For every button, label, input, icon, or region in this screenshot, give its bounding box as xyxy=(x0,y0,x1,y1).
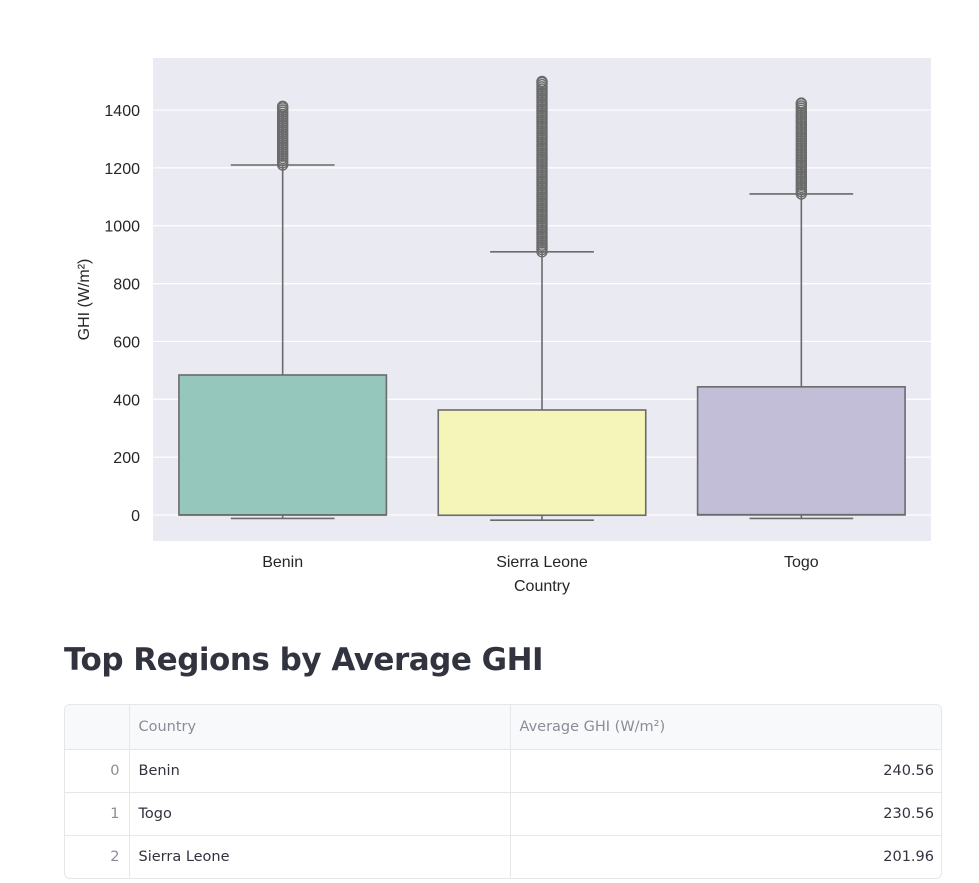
index-column-header[interactable] xyxy=(65,705,130,750)
country-cell[interactable]: Sierra Leone xyxy=(129,835,511,878)
y-axis-label: GHI (W/m²) xyxy=(76,259,93,341)
outliers xyxy=(276,100,289,171)
box-iqr xyxy=(178,374,388,516)
ghi-boxplot-chart: 0 200 400 600 800 1000 1200 1400 Benin Sierra Leo… xyxy=(76,58,931,595)
top-regions-table[interactable]: Country Average GHI (W/m²) 0 Benin 240.5… xyxy=(64,704,942,879)
x-tick-label: Benin xyxy=(262,554,303,571)
y-tick-label: 1400 xyxy=(104,103,140,120)
country-cell[interactable]: Benin xyxy=(129,749,511,793)
row-index[interactable]: 0 xyxy=(65,749,130,793)
outlier-point xyxy=(536,75,548,88)
x-axis-label: Country xyxy=(514,578,570,595)
table-header-row: Country Average GHI (W/m²) xyxy=(65,705,941,750)
outlier-point xyxy=(276,100,289,113)
table-row: 2 Sierra Leone 201.96 xyxy=(65,835,941,878)
row-index[interactable]: 2 xyxy=(65,835,130,878)
section-title: Top Regions by Average GHI xyxy=(64,642,544,678)
box-togo xyxy=(696,97,906,520)
country-column-header[interactable]: Country xyxy=(129,705,511,750)
y-tick-label: 0 xyxy=(131,508,140,525)
y-tick-label: 800 xyxy=(113,277,140,294)
y-tick-label: 200 xyxy=(113,450,140,467)
outliers xyxy=(795,97,808,200)
boxes-layer xyxy=(178,75,906,521)
y-tick-label: 1000 xyxy=(104,219,140,236)
box-iqr xyxy=(696,386,906,516)
boxplot-svg: 0 200 400 600 800 1000 1200 1400 Benin Sierra Leo… xyxy=(76,58,931,595)
tick-labels: 0 200 400 600 800 1000 1200 1400 Benin Sierra Leo… xyxy=(104,103,818,571)
country-cell[interactable]: Togo xyxy=(129,792,511,836)
outlier-point xyxy=(795,97,808,109)
table-row: 1 Togo 230.56 xyxy=(65,792,941,836)
outliers xyxy=(536,75,548,258)
y-tick-label: 1200 xyxy=(104,161,140,178)
average-ghi-cell[interactable]: 201.96 xyxy=(883,848,934,865)
y-tick-label: 400 xyxy=(113,392,140,409)
data-table: Country Average GHI (W/m²) 0 Benin 240.5… xyxy=(65,705,941,878)
y-tick-label: 600 xyxy=(113,334,140,351)
average-ghi-cell[interactable]: 230.56 xyxy=(510,792,941,836)
box-benin xyxy=(178,100,388,520)
average-ghi-column-header[interactable]: Average GHI (W/m²) xyxy=(510,705,941,750)
x-tick-label: Sierra Leone xyxy=(496,554,588,571)
box-iqr xyxy=(437,409,647,517)
table-row: 0 Benin 240.56 xyxy=(65,749,941,793)
box-sierra-leone xyxy=(437,75,647,521)
average-ghi-cell[interactable]: 240.56 xyxy=(510,749,941,793)
row-index[interactable]: 1 xyxy=(65,792,130,836)
x-tick-label: Togo xyxy=(784,554,819,571)
